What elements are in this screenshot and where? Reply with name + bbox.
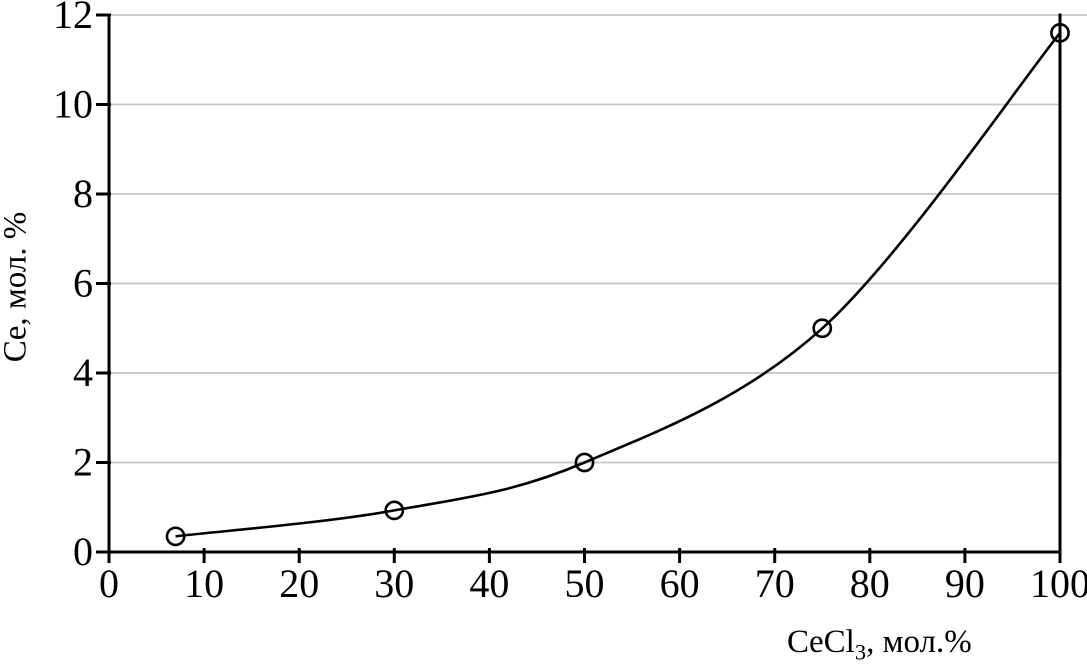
x-axis-title-subscript: 3 <box>854 639 867 665</box>
y-tick-label: 12 <box>53 0 93 37</box>
y-axis-title: Ce, мол. % <box>0 212 35 363</box>
x-tick-label: 40 <box>469 561 509 606</box>
x-tick-label: 100 <box>1030 561 1087 606</box>
data-point-marker <box>165 526 186 547</box>
data-curve <box>175 32 1062 538</box>
y-tick-label: 10 <box>53 82 93 127</box>
x-tick-label: 20 <box>279 561 319 606</box>
y-tick-label: 8 <box>73 171 93 216</box>
x-tick-label: 50 <box>565 561 605 606</box>
y-tick-label: 0 <box>73 529 93 574</box>
y-axis-title-text: Ce, мол. % <box>0 211 34 363</box>
x-tick-label: 90 <box>945 561 985 606</box>
x-tick-label: 30 <box>374 561 414 606</box>
x-tick-label: 60 <box>660 561 700 606</box>
x-axis-title: CeCl3, мол.% <box>787 624 972 663</box>
x-tick-label: 80 <box>850 561 890 606</box>
data-point-marker <box>384 500 405 521</box>
data-point-marker <box>812 318 833 339</box>
x-axis-title-suffix: , мол.% <box>866 624 972 660</box>
y-tick-label: 2 <box>73 440 93 485</box>
x-tick-label: 70 <box>755 561 795 606</box>
x-tick-label: 10 <box>184 561 224 606</box>
y-tick-label: 4 <box>73 350 93 395</box>
data-point-marker <box>574 452 595 473</box>
x-tick-label: 0 <box>99 561 119 606</box>
x-axis-title-prefix: CeCl <box>787 624 855 660</box>
y-tick-label: 6 <box>73 261 93 306</box>
